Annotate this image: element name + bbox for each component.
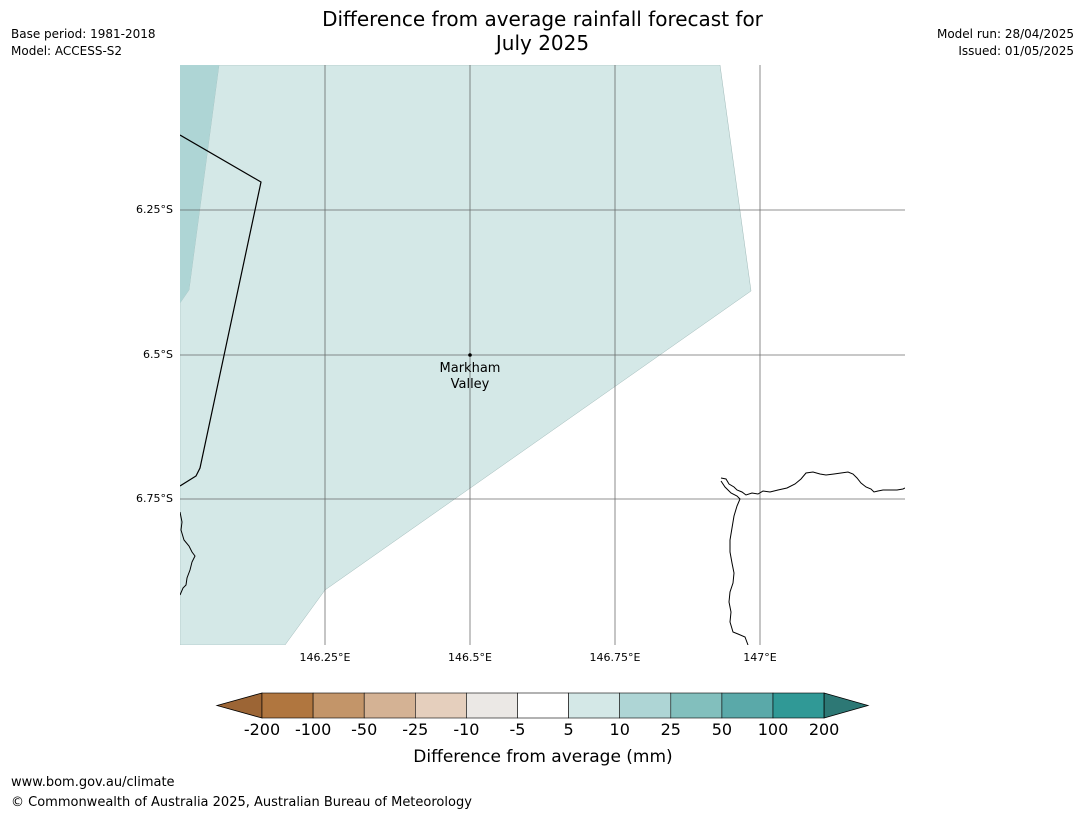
colorbar-tick-label: -50 — [351, 720, 377, 739]
footer-url: www.bom.gov.au/climate — [11, 775, 175, 790]
lat-tick-label: 6.5°S — [143, 348, 173, 361]
colorbar-tick-label: -200 — [244, 720, 280, 739]
colorbar-tick-label: 5 — [564, 720, 574, 739]
lon-tick-label: 146.25°E — [300, 651, 351, 664]
lat-tick-labels: 6.25°S 6.5°S 6.75°S — [136, 203, 173, 505]
model-text: Model: ACCESS-S2 — [11, 44, 123, 58]
colorbar-tick-label: 10 — [610, 720, 630, 739]
colorbar-tick-label: -10 — [453, 720, 479, 739]
colorbar-labels: -200 -100 -50 -25 -10 -5 5 10 25 50 100 200 — [244, 720, 840, 739]
meta-right: Model run: 28/04/2025 Issued: 01/05/2025 — [937, 26, 1074, 60]
lat-tick-label: 6.75°S — [136, 492, 173, 505]
coastline-peninsula — [720, 480, 749, 645]
lat-tick-label: 6.25°S — [136, 203, 173, 216]
coastline-east — [720, 471, 905, 496]
colorbar-title: Difference from average (mm) — [413, 747, 672, 767]
border-line — [180, 134, 262, 487]
colorbar-tick-label: 200 — [809, 720, 840, 739]
issued-text: Issued: 01/05/2025 — [958, 44, 1074, 58]
location-label-line-2: Valley — [451, 377, 490, 392]
base-period-text: Base period: 1981-2018 — [11, 27, 156, 41]
meta-left: Base period: 1981-2018 Model: ACCESS-S2 — [11, 26, 156, 60]
lon-tick-label: 146.5°E — [448, 651, 492, 664]
colorbar-tick-label: 25 — [661, 720, 681, 739]
colorbar-tick-label: 100 — [758, 720, 789, 739]
model-run-text: Model run: 28/04/2025 — [936, 27, 1074, 41]
title-line-2: July 2025 — [495, 31, 590, 55]
rainfall-map: 6.25°S 6.5°S 6.75°S 146.25°E 146.5°E 146… — [136, 65, 905, 664]
colorbar-tick-label: 50 — [712, 720, 732, 739]
colorbar-tick-label: -100 — [295, 720, 331, 739]
title-line-1: Difference from average rainfall forecas… — [322, 7, 763, 31]
map-title: Difference from average rainfall forecas… — [0, 7, 1085, 55]
map-area — [180, 65, 905, 645]
lon-tick-labels: 146.25°E 146.5°E 146.75°E 147°E — [300, 651, 777, 664]
location-marker — [468, 353, 472, 357]
colorbar-tick-label: -5 — [510, 720, 526, 739]
colorbar-tick-label: -25 — [402, 720, 428, 739]
footer-copyright: © Commonwealth of Australia 2025, Austra… — [11, 795, 472, 810]
region-10-to-25mm — [180, 65, 219, 303]
lon-tick-label: 147°E — [743, 651, 776, 664]
coastline-west — [180, 511, 196, 596]
lon-tick-label: 146.75°E — [590, 651, 641, 664]
location-label-line-1: Markham — [440, 361, 501, 376]
